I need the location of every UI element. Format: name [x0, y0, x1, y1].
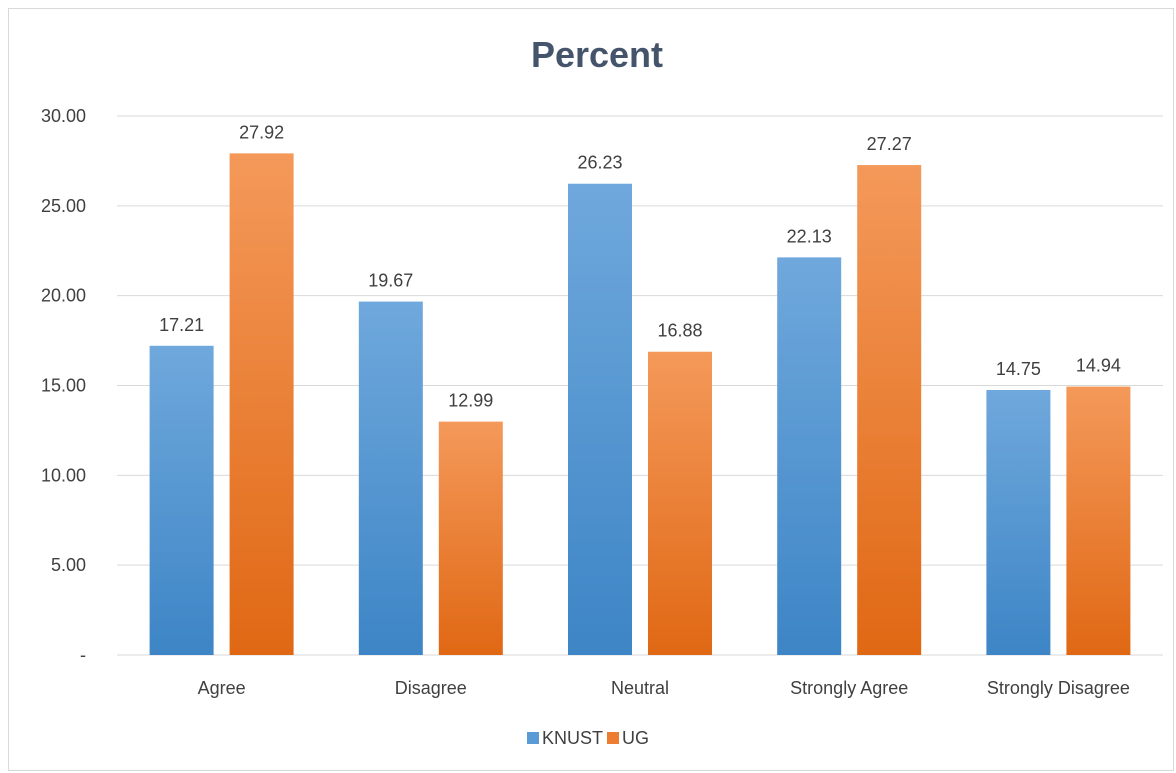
bar-ug-strongly-disagree	[1066, 386, 1131, 655]
y-tick-label: 20.00	[41, 286, 86, 306]
legend-label-knust: KNUST	[542, 728, 603, 748]
x-tick-label: Neutral	[611, 678, 669, 698]
bar-knust-neutral	[568, 183, 632, 656]
data-labels: 17.21 27.92 19.67 12.99 26.23 16.88 22.13 27.27…	[159, 122, 1121, 410]
bars	[149, 153, 1131, 656]
data-label: 12.99	[448, 391, 493, 411]
legend: KNUST UG	[527, 728, 649, 748]
bar-ug-strongly-agree	[857, 165, 922, 655]
y-tick-label: 10.00	[41, 465, 86, 485]
x-tick-label: Agree	[198, 678, 246, 698]
legend-swatch-knust	[527, 732, 539, 744]
x-axis: Agree Disagree Neutral Strongly Agree Strong…	[198, 678, 1130, 698]
y-tick-label: 15.00	[41, 376, 86, 396]
data-label: 27.92	[239, 122, 284, 142]
y-axis: - 5.00 10.00 15.00 20.00 25.00 30.00	[41, 106, 86, 665]
data-label: 27.27	[867, 134, 912, 154]
y-tick-label: 5.00	[51, 555, 86, 575]
bar-knust-agree	[149, 345, 214, 655]
data-label: 16.88	[657, 321, 702, 341]
legend-swatch-ug	[607, 732, 619, 744]
data-label: 14.75	[996, 359, 1041, 379]
bar-knust-strongly-agree	[777, 257, 842, 655]
x-tick-label: Strongly Agree	[790, 678, 908, 698]
y-tick-label: -	[80, 645, 86, 665]
x-tick-label: Disagree	[395, 678, 467, 698]
legend-label-ug: UG	[622, 728, 649, 748]
y-tick-label: 25.00	[41, 196, 86, 216]
data-label: 26.23	[577, 153, 622, 173]
x-tick-label: Strongly Disagree	[987, 678, 1130, 698]
bar-knust-strongly-disagree	[986, 389, 1051, 655]
bar-knust-disagree	[358, 301, 423, 655]
data-label: 14.94	[1076, 356, 1121, 376]
data-label: 19.67	[368, 271, 413, 291]
y-tick-label: 30.00	[41, 106, 86, 126]
chart-title: Percent	[531, 34, 663, 75]
bar-ug-disagree	[438, 421, 503, 655]
data-label: 17.21	[159, 315, 204, 335]
data-label: 22.13	[787, 226, 832, 246]
bar-ug-agree	[229, 153, 294, 655]
bar-ug-neutral	[648, 351, 712, 655]
